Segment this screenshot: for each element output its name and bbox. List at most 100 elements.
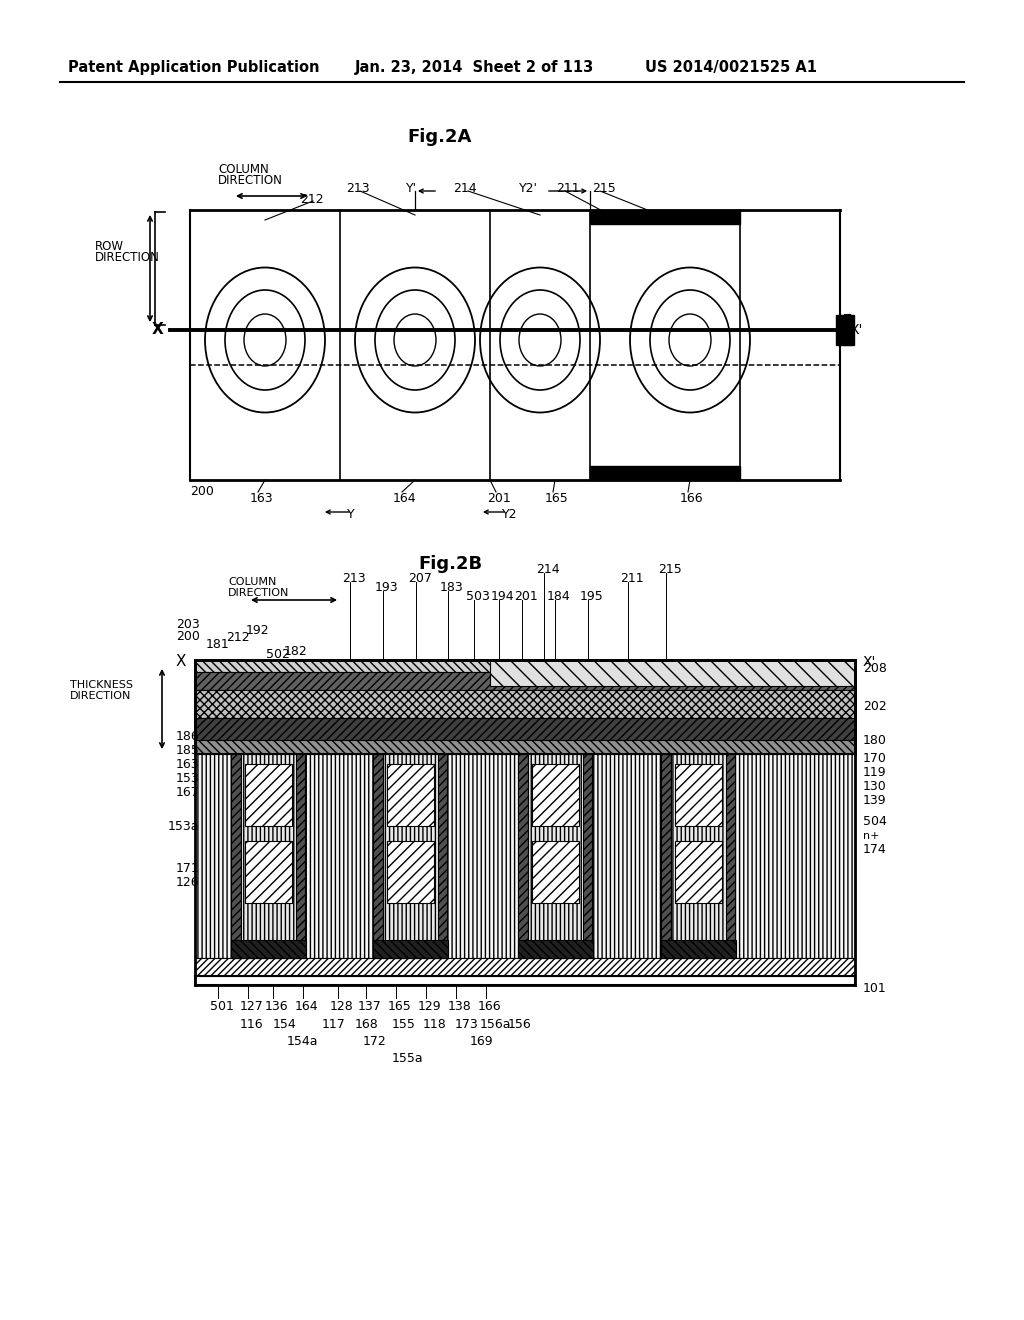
Text: 174: 174 bbox=[863, 843, 887, 855]
Text: n+: n+ bbox=[392, 804, 409, 814]
Bar bbox=[231, 754, 241, 958]
Text: Jan. 23, 2014  Sheet 2 of 113: Jan. 23, 2014 Sheet 2 of 113 bbox=[355, 59, 594, 75]
Bar bbox=[592, 754, 662, 958]
Text: 208: 208 bbox=[863, 663, 887, 675]
Text: 137: 137 bbox=[358, 1001, 382, 1012]
Text: 138: 138 bbox=[449, 1001, 472, 1012]
Text: 195: 195 bbox=[580, 590, 604, 603]
Text: 215: 215 bbox=[592, 182, 615, 195]
Text: 185: 185 bbox=[176, 744, 200, 756]
Bar bbox=[590, 210, 740, 224]
Bar bbox=[195, 660, 855, 672]
Bar bbox=[532, 841, 579, 903]
Bar bbox=[735, 754, 855, 958]
Text: 156: 156 bbox=[508, 1018, 531, 1031]
Text: Y2': Y2' bbox=[519, 182, 538, 195]
Text: 192: 192 bbox=[246, 624, 269, 638]
Text: 117: 117 bbox=[322, 1018, 346, 1031]
Text: Y2: Y2 bbox=[502, 508, 517, 521]
Text: DIRECTION: DIRECTION bbox=[228, 587, 290, 598]
Text: 186: 186 bbox=[176, 730, 200, 743]
Text: 171: 171 bbox=[176, 862, 200, 875]
Text: DIRECTION: DIRECTION bbox=[218, 174, 283, 187]
Text: 156a: 156a bbox=[480, 1018, 512, 1031]
Text: 201: 201 bbox=[514, 590, 538, 603]
Text: 180: 180 bbox=[863, 734, 887, 747]
Text: 504: 504 bbox=[863, 814, 887, 828]
Text: X': X' bbox=[850, 323, 863, 337]
Text: 170: 170 bbox=[863, 752, 887, 766]
Bar bbox=[305, 754, 373, 958]
Bar bbox=[245, 841, 292, 903]
Text: Fig.2A: Fig.2A bbox=[408, 128, 472, 147]
Text: 155: 155 bbox=[392, 1018, 416, 1031]
Bar bbox=[675, 764, 722, 826]
Text: 212: 212 bbox=[300, 193, 324, 206]
Text: 201: 201 bbox=[487, 492, 511, 506]
Text: 139: 139 bbox=[863, 795, 887, 807]
Bar bbox=[195, 975, 855, 985]
Bar bbox=[195, 718, 855, 741]
Text: 154a: 154a bbox=[287, 1035, 318, 1048]
Text: 211: 211 bbox=[620, 572, 644, 585]
Text: 154: 154 bbox=[273, 1018, 297, 1031]
Text: 155a: 155a bbox=[392, 1052, 424, 1065]
Text: 200: 200 bbox=[176, 630, 200, 643]
Text: 183: 183 bbox=[440, 581, 464, 594]
Bar bbox=[836, 315, 854, 345]
Text: 184: 184 bbox=[547, 590, 570, 603]
Text: 128: 128 bbox=[330, 1001, 353, 1012]
Text: X': X' bbox=[863, 655, 877, 669]
Bar bbox=[241, 754, 296, 958]
Text: Fig.2B: Fig.2B bbox=[418, 554, 482, 573]
Text: 173: 173 bbox=[455, 1018, 479, 1031]
Text: 167: 167 bbox=[176, 785, 200, 799]
Text: 194: 194 bbox=[490, 590, 515, 603]
Bar bbox=[387, 764, 434, 826]
Text: 215: 215 bbox=[658, 564, 682, 576]
Text: 193: 193 bbox=[375, 581, 398, 594]
Text: 213: 213 bbox=[342, 572, 366, 585]
Text: DIRECTION: DIRECTION bbox=[95, 251, 160, 264]
Bar bbox=[231, 940, 306, 958]
Bar bbox=[195, 754, 231, 958]
Text: X: X bbox=[176, 655, 186, 669]
Bar bbox=[447, 754, 518, 958]
Text: 211: 211 bbox=[556, 182, 580, 195]
Bar bbox=[195, 672, 855, 690]
Text: 166: 166 bbox=[680, 492, 703, 506]
Text: COLUMN: COLUMN bbox=[228, 577, 276, 587]
Text: 164: 164 bbox=[295, 1001, 318, 1012]
Text: 118: 118 bbox=[423, 1018, 446, 1031]
Bar bbox=[245, 764, 292, 826]
Bar bbox=[518, 940, 593, 958]
Text: 165: 165 bbox=[545, 492, 568, 506]
Text: 202: 202 bbox=[863, 700, 887, 713]
Text: 503: 503 bbox=[466, 590, 489, 603]
Text: 163: 163 bbox=[176, 758, 200, 771]
Text: n+: n+ bbox=[537, 804, 553, 814]
Text: 165: 165 bbox=[388, 1001, 412, 1012]
Bar bbox=[387, 841, 434, 903]
Text: 169: 169 bbox=[470, 1035, 494, 1048]
Bar bbox=[195, 958, 855, 975]
Text: 163: 163 bbox=[250, 492, 273, 506]
Bar bbox=[662, 754, 671, 958]
Bar bbox=[725, 754, 735, 958]
Bar bbox=[295, 754, 305, 958]
Text: 130: 130 bbox=[863, 780, 887, 793]
Text: 207: 207 bbox=[408, 572, 432, 585]
Text: US 2014/0021525 A1: US 2014/0021525 A1 bbox=[645, 59, 817, 75]
Bar bbox=[437, 754, 447, 958]
Bar bbox=[662, 940, 736, 958]
Text: 136: 136 bbox=[265, 1001, 289, 1012]
Text: Patent Application Publication: Patent Application Publication bbox=[68, 59, 319, 75]
Text: 181: 181 bbox=[206, 638, 229, 651]
Text: 153a: 153a bbox=[168, 820, 200, 833]
Text: 119: 119 bbox=[863, 766, 887, 779]
Text: 127: 127 bbox=[240, 1001, 264, 1012]
Text: 168: 168 bbox=[355, 1018, 379, 1031]
Bar bbox=[373, 754, 383, 958]
Text: Y': Y' bbox=[406, 182, 417, 195]
Text: 212: 212 bbox=[226, 631, 250, 644]
